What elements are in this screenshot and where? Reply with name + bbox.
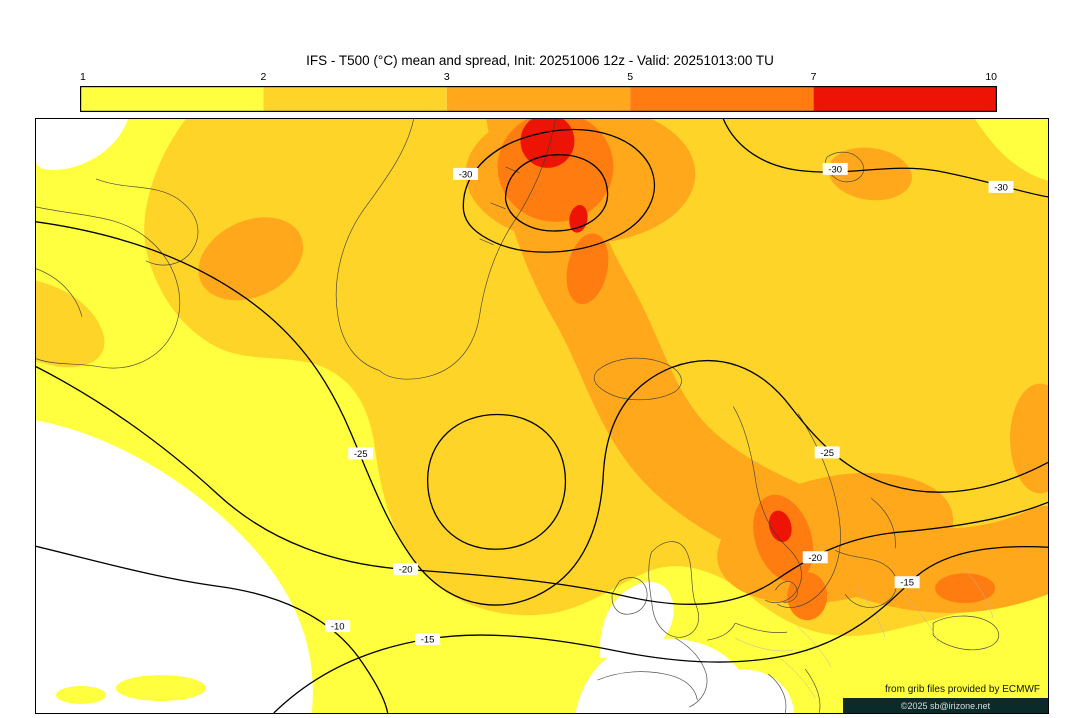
spread-map: -30 -30 -30 -25 -25 xyxy=(36,119,1048,713)
colorbar-segment-2 xyxy=(263,86,447,112)
white-region xyxy=(685,669,794,713)
contour-label: -30 xyxy=(822,162,848,175)
contour-label: -10 xyxy=(325,620,351,633)
chart-title: IFS - T500 (°C) mean and spread, Init: 2… xyxy=(306,53,774,68)
svg-text:-30: -30 xyxy=(459,169,473,180)
coastline-path xyxy=(335,119,414,371)
colorbar-frame xyxy=(80,86,997,112)
svg-text:-25: -25 xyxy=(820,448,834,459)
level4-region xyxy=(787,572,828,621)
level4-region xyxy=(935,573,996,604)
contour-label: -20 xyxy=(802,551,828,564)
white-region xyxy=(599,581,674,659)
svg-text:-15: -15 xyxy=(900,578,914,589)
svg-text:-30: -30 xyxy=(828,164,842,175)
coastline-path xyxy=(597,637,708,708)
coastline-path xyxy=(593,357,682,401)
colorbar: 1 2 3 5 7 10 xyxy=(80,71,997,113)
svg-text:-15: -15 xyxy=(421,635,435,646)
svg-text:-20: -20 xyxy=(808,553,822,564)
contour-label: -30 xyxy=(453,167,479,180)
yellow-islands xyxy=(55,675,206,705)
coastline-path xyxy=(648,541,700,638)
colorbar-tick: 3 xyxy=(443,71,450,83)
contour-line-m10 xyxy=(36,545,389,713)
map-frame: -30 -30 -30 -25 -25 xyxy=(35,118,1049,714)
level3-region xyxy=(1010,383,1048,494)
colorbar-tick: 1 xyxy=(80,71,86,83)
colorbar-tick: 10 xyxy=(985,71,997,83)
coastline-path xyxy=(379,119,556,380)
copyright-text: ©2025 sb@irizone.net xyxy=(900,700,991,711)
coastline-path xyxy=(768,668,821,713)
level2-region xyxy=(36,280,105,368)
contour-labels: -30 -30 -30 -25 -25 xyxy=(325,162,1014,646)
border-path xyxy=(780,568,994,699)
contour-line-closed xyxy=(426,413,567,550)
colorbar-segment-4 xyxy=(630,86,814,112)
svg-text:-25: -25 xyxy=(354,449,368,460)
svg-text:-20: -20 xyxy=(399,565,413,576)
level4-region xyxy=(566,233,609,305)
coastline-path xyxy=(611,577,648,615)
coastline-path xyxy=(733,406,802,604)
contour-label: -15 xyxy=(894,576,920,589)
colorbar-segment-5 xyxy=(813,86,997,112)
colorbar-tick: 5 xyxy=(627,71,634,83)
colorbar-ticks: 1 2 3 5 7 10 xyxy=(80,71,997,85)
colorbar-segment-3 xyxy=(446,86,631,112)
yellow-island xyxy=(115,675,206,702)
coastline-path xyxy=(707,581,798,641)
spread-fill-below1 xyxy=(36,119,794,713)
svg-text:-10: -10 xyxy=(331,622,345,633)
contour-line-m30 xyxy=(462,129,656,253)
white-region xyxy=(36,119,128,171)
contour-line-m15 xyxy=(273,546,1048,713)
country-borders xyxy=(735,568,994,699)
colorbar-tick: 7 xyxy=(810,71,817,83)
contour-label: -25 xyxy=(814,446,840,459)
colorbar-tick: 2 xyxy=(260,71,267,83)
colorbar-scale xyxy=(80,86,997,112)
level3-region xyxy=(198,217,304,301)
coastline-path xyxy=(479,166,520,246)
copyright-strip: ©2025 sb@irizone.net xyxy=(843,698,1048,713)
contour-label: -20 xyxy=(393,563,419,576)
white-region xyxy=(36,420,313,713)
contour-label: -25 xyxy=(348,447,374,460)
data-source-note: from grib files provided by ECMWF xyxy=(884,684,1040,695)
border-path xyxy=(855,586,939,643)
coastline-path xyxy=(932,615,999,651)
border-path xyxy=(735,625,832,668)
contour-line-m20 xyxy=(36,366,1048,605)
colorbar-segment-1 xyxy=(80,86,264,112)
coastline-path xyxy=(36,178,199,317)
contour-line-inner xyxy=(504,154,609,232)
svg-text:-30: -30 xyxy=(994,182,1008,193)
contour-label: -15 xyxy=(415,633,441,646)
spread-fill-level4 xyxy=(497,119,996,621)
contour-label: -30 xyxy=(988,180,1014,193)
level5-region xyxy=(768,510,792,543)
level5-region xyxy=(520,119,575,168)
coastline-path xyxy=(36,206,181,369)
level3-region xyxy=(828,147,912,201)
yellow-island xyxy=(55,686,106,705)
